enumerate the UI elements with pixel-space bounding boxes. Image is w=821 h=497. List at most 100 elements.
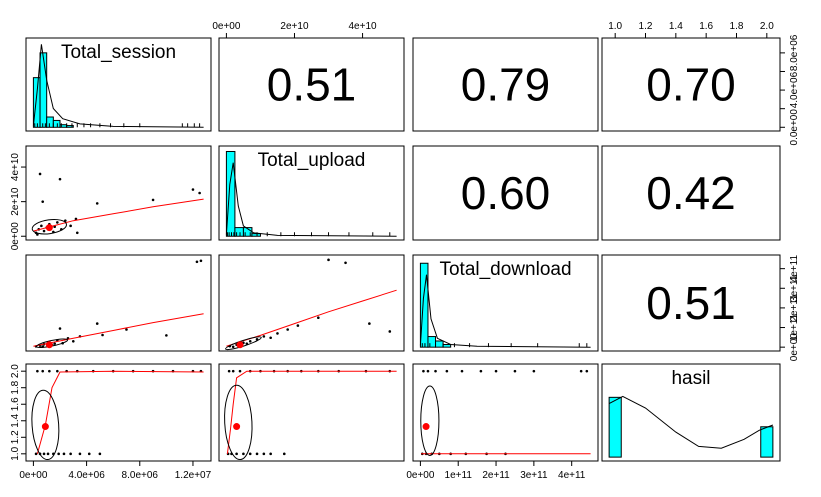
loess-fit-line bbox=[33, 198, 204, 232]
x-tick-label: 8.0e+06 bbox=[122, 470, 159, 481]
panel-frame bbox=[218, 363, 405, 462]
x-tick-label: 1.8 bbox=[730, 21, 744, 32]
density-curve bbox=[225, 162, 397, 237]
y-tick-label: 0e+00 bbox=[789, 333, 800, 362]
loess-fit-line bbox=[36, 370, 204, 454]
scatter-point bbox=[231, 345, 235, 349]
scatter-point bbox=[36, 369, 39, 373]
scatter-point bbox=[95, 322, 99, 325]
correlation-ellipse bbox=[420, 385, 440, 456]
y-tick-label: 3e+11 bbox=[789, 274, 800, 302]
scatter-point bbox=[74, 217, 78, 221]
scatter-point bbox=[78, 452, 82, 456]
correlation-value: 0.60 bbox=[461, 167, 551, 219]
mean-point bbox=[236, 341, 244, 349]
mean-point bbox=[45, 224, 53, 232]
x-tick-label: 0e+00 bbox=[406, 470, 435, 481]
scatter-point bbox=[445, 369, 449, 373]
variable-name-label: hasil bbox=[671, 368, 710, 389]
scatter-point bbox=[69, 224, 72, 228]
correlation-value: 0.42 bbox=[646, 167, 736, 219]
x-tick-label: 2e+11 bbox=[482, 470, 510, 481]
scatter-point bbox=[579, 369, 583, 373]
histogram-bar bbox=[435, 340, 444, 348]
scatter-point bbox=[165, 334, 168, 337]
scatter-panel bbox=[420, 369, 591, 456]
scatter-point bbox=[368, 322, 371, 325]
x-tick-label: 4.0e+06 bbox=[68, 470, 105, 481]
scatter-point bbox=[41, 200, 45, 203]
scatter-point bbox=[238, 369, 242, 373]
x-tick-label: 1.2 bbox=[639, 21, 653, 32]
scatter-point bbox=[75, 231, 79, 235]
y-tick-label: 2.0 bbox=[10, 364, 21, 378]
scatter-point bbox=[57, 452, 60, 456]
y-tick-label: 2e+10 bbox=[10, 187, 21, 216]
scatter-point bbox=[42, 452, 46, 456]
scatter-point bbox=[296, 324, 300, 327]
variable-name-label: Total_download bbox=[439, 259, 571, 280]
x-tick-label: 1e+11 bbox=[445, 470, 473, 481]
scatter-point bbox=[231, 369, 235, 373]
density-curve bbox=[608, 395, 774, 449]
panel-frame bbox=[601, 145, 781, 241]
scatter-point bbox=[69, 452, 72, 456]
x-tick-label: 0e+00 bbox=[212, 21, 241, 32]
x-tick-label: 4e+10 bbox=[349, 21, 378, 32]
scatter-point bbox=[71, 339, 75, 343]
loess-fit-line bbox=[226, 370, 397, 454]
x-tick-label: 1.2e+07 bbox=[175, 470, 212, 481]
scatter-point bbox=[388, 330, 392, 333]
panel-frame bbox=[25, 363, 212, 462]
panel-frame bbox=[218, 145, 405, 241]
y-tick-label: 1e+11 bbox=[789, 313, 800, 341]
y-tick-label: 1.0 bbox=[10, 446, 21, 460]
scatter-point bbox=[41, 369, 45, 373]
scatter-point bbox=[262, 335, 266, 338]
scatter-point bbox=[532, 369, 536, 373]
scatter-point bbox=[58, 177, 62, 181]
panel-frame bbox=[218, 37, 405, 132]
scatter-point bbox=[255, 452, 259, 456]
scatter-point bbox=[317, 316, 320, 320]
mean-point bbox=[45, 341, 53, 349]
panel-frame bbox=[601, 37, 781, 132]
scatter-point bbox=[327, 258, 330, 262]
scatter-point bbox=[101, 333, 104, 337]
panel-frame bbox=[25, 145, 212, 241]
scatter-point bbox=[56, 221, 59, 224]
histogram-bar bbox=[419, 262, 429, 348]
scatter-point bbox=[195, 260, 199, 264]
x-tick-label: 0e+00 bbox=[19, 470, 48, 481]
scatter-point bbox=[125, 328, 128, 331]
scatter-point bbox=[87, 452, 91, 456]
scatter-panel bbox=[33, 259, 204, 349]
scatter-point bbox=[227, 369, 231, 373]
panel-frame bbox=[412, 37, 599, 132]
variable-name-label: Total_upload bbox=[258, 150, 366, 171]
scatter-point bbox=[198, 191, 201, 195]
scatter-point bbox=[426, 369, 430, 373]
correlation-value: 0.51 bbox=[267, 59, 357, 111]
scatter-point bbox=[494, 369, 498, 373]
scatter-point bbox=[242, 452, 245, 456]
panel-frame bbox=[412, 363, 599, 462]
panel-frame bbox=[601, 254, 781, 352]
panel-frame bbox=[25, 254, 212, 352]
scatter-panel bbox=[31, 369, 204, 461]
y-tick-label: 1.8 bbox=[10, 380, 21, 394]
histogram-bar bbox=[442, 344, 452, 348]
scatter-point bbox=[235, 452, 238, 456]
x-tick-label: 3e+11 bbox=[520, 470, 548, 481]
correlation-value: 0.79 bbox=[461, 59, 551, 111]
histogram-bar bbox=[52, 119, 61, 128]
panel-frame bbox=[218, 254, 405, 352]
scatter-point bbox=[58, 327, 62, 330]
scatter-point bbox=[513, 369, 517, 373]
x-tick-label: 1.6 bbox=[699, 21, 713, 32]
histogram-bar bbox=[760, 426, 774, 458]
correlation-ellipse bbox=[31, 389, 60, 461]
scatter-point bbox=[269, 452, 272, 456]
y-tick-label: 4e+11 bbox=[789, 255, 800, 283]
correlation-value: 0.51 bbox=[646, 277, 736, 329]
